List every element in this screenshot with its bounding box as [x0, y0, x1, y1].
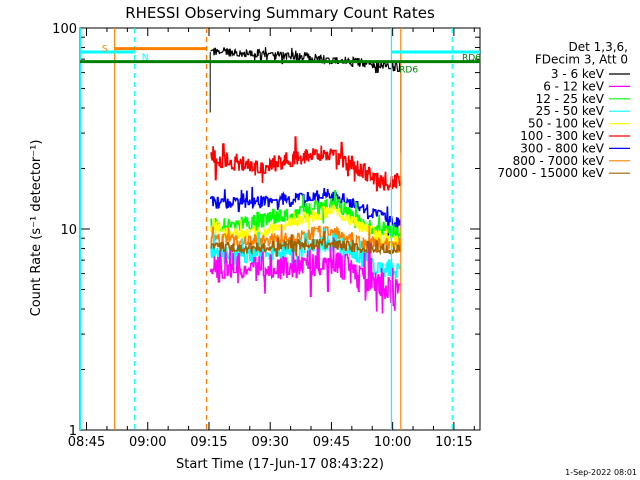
legend-entry: 12 - 25 keV: [536, 92, 630, 106]
legend-header-line: Det 1,3,6,: [569, 40, 629, 54]
legend-entry-label: 50 - 100 keV: [528, 117, 605, 131]
legend-entry: 25 - 50 keV: [536, 104, 630, 118]
legend-entry: 100 - 300 keV: [520, 129, 630, 143]
x-tick-label: 09:45: [313, 435, 350, 450]
y-tick-label: 1: [69, 424, 77, 439]
saa-label: S: [102, 45, 108, 55]
legend-entry: 6 - 12 keV: [543, 79, 630, 93]
night-label: N: [142, 53, 149, 63]
legend-header-line: FDecim 3, Att 0: [535, 53, 628, 67]
rd6-label: RD6: [399, 66, 418, 76]
x-axis-ticks: 08:45 09:00 09:15 09:30 09:45 10:00 10:15: [68, 28, 475, 450]
legend-entry-label: 6 - 12 keV: [543, 79, 605, 93]
x-tick-label: 09:15: [190, 435, 227, 450]
legend-entry: 3 - 6 keV: [551, 67, 630, 81]
x-tick-label: 10:00: [374, 435, 411, 450]
chart-title: RHESSI Observing Summary Count Rates: [125, 4, 435, 22]
y-axis-ticks: 1 10 100: [52, 22, 480, 439]
legend-entry-label: 7000 - 15000 keV: [497, 166, 604, 180]
series-7000-15000keV-kev: [210, 231, 401, 257]
series-line: [210, 190, 401, 240]
annotation-layer: RD6 RD6 N S: [79, 28, 481, 430]
y-tick-label: 100: [52, 22, 77, 37]
series-layer: [209, 47, 402, 314]
x-tick-label: 09:00: [129, 435, 166, 450]
series-300-800keV-kev: [209, 186, 402, 237]
series-line: [210, 136, 402, 192]
legend-entry: 300 - 800 keV: [520, 141, 630, 155]
rd6-label-right: RD6: [462, 54, 481, 64]
legend-entry-label: 25 - 50 keV: [536, 104, 605, 118]
legend-entry: 7000 - 15000 keV: [497, 166, 630, 180]
legend-entry-label: 300 - 800 keV: [520, 141, 604, 155]
legend-entry: 800 - 7000 keV: [513, 154, 630, 168]
y-axis-label: Count Rate (s⁻¹ detector⁻¹): [29, 140, 44, 317]
legend-entry-label: 100 - 300 keV: [520, 129, 604, 143]
series-line: [210, 231, 401, 257]
x-tick-label: 10:15: [435, 435, 472, 450]
series-12-25keV-kev: [210, 190, 401, 240]
x-tick-label: 08:45: [68, 435, 105, 450]
x-tick-label: 09:30: [251, 435, 288, 450]
legend-entry-label: 12 - 25 keV: [536, 92, 605, 106]
x-axis-label: Start Time (17-Jun-17 08:43:22): [176, 457, 384, 472]
generation-timestamp: 1-Sep-2022 08:01: [565, 468, 637, 477]
legend-entry-label: 3 - 6 keV: [551, 67, 605, 81]
legend-entry: 50 - 100 keV: [528, 117, 630, 131]
series-line: [209, 186, 402, 237]
legend-entry-label: 800 - 7000 keV: [513, 154, 605, 168]
series-100-300keV-kev: [210, 136, 402, 192]
y-tick-label: 10: [60, 223, 77, 238]
